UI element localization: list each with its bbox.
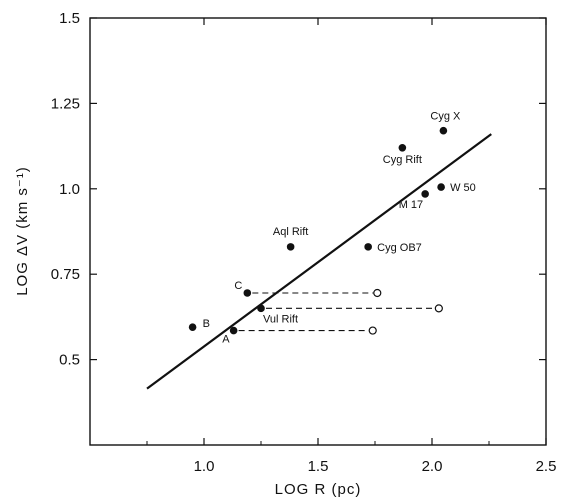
point-cyg-x <box>439 126 448 135</box>
x-axis-label: LOG R (pc) <box>275 481 362 498</box>
point-b <box>188 323 197 331</box>
point-vul-rift <box>257 304 265 313</box>
point-w-50 <box>437 183 445 191</box>
point-label-c: C <box>234 280 242 292</box>
y-tick-label: 1.0 <box>59 181 80 198</box>
open-point-a <box>368 326 377 335</box>
point-label-b: B <box>203 318 210 330</box>
point-label-w-50: W 50 <box>450 182 476 194</box>
y-tick-label: 1.5 <box>59 10 80 27</box>
point-label-a: A <box>222 334 230 346</box>
fit-line-group <box>146 133 492 390</box>
point-cyg-rift <box>398 144 407 152</box>
y-axis-label: LOG ΔV (km s⁻¹) <box>14 166 31 296</box>
point-label-m-17: M 17 <box>399 199 423 211</box>
point-c <box>243 289 252 297</box>
points-group <box>188 126 448 335</box>
point-label-cyg-ob7: Cyg OB7 <box>377 242 422 254</box>
point-label-cyg-rift: Cyg Rift <box>383 154 422 166</box>
point-labels-group: BA C Vul Rift Aql Rift Cyg OB7 M 17 W 50 Cyg Ri… <box>203 111 476 346</box>
fit-line <box>146 133 492 390</box>
point-a <box>229 326 238 335</box>
open-point-c <box>373 288 382 298</box>
y-tick-label: 0.75 <box>51 266 80 283</box>
ticks: 1.0 1.5 2.0 2.5 0.5 0.75 1.0 1.25 1.5 <box>51 10 557 475</box>
y-tick-label: 0.5 <box>59 352 80 369</box>
point-label-cyg-x: Cyg X <box>430 111 461 123</box>
open-point-vul-rift <box>434 304 443 313</box>
y-tick-label: 1.25 <box>51 95 80 112</box>
point-aql-rift <box>286 243 295 251</box>
point-m-17 <box>421 190 429 198</box>
extension-lines-group <box>238 288 443 335</box>
x-tick-label: 1.5 <box>308 458 329 475</box>
point-label-vul-rift: Vul Rift <box>263 313 298 325</box>
point-label-aql-rift: Aql Rift <box>273 226 308 238</box>
point-cyg-ob7 <box>364 243 372 251</box>
x-tick-label: 2.0 <box>422 458 443 475</box>
x-tick-label: 2.5 <box>536 458 557 475</box>
x-tick-label: 1.0 <box>194 458 215 475</box>
